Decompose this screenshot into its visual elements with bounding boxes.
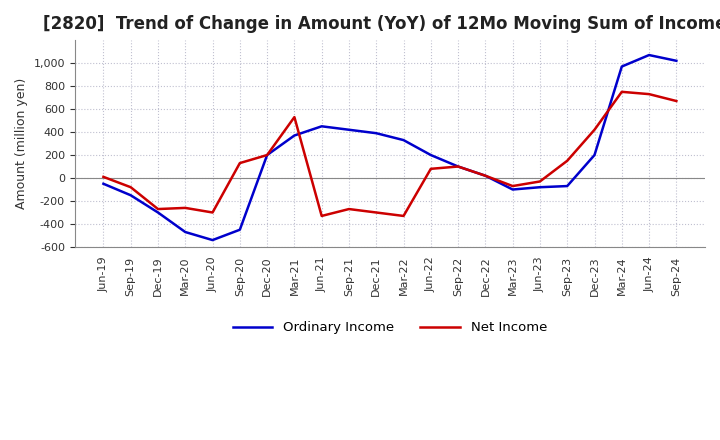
Net Income — [481, 173, 490, 178]
Net Income — [290, 114, 299, 120]
Ordinary Income — [235, 227, 244, 232]
Ordinary Income — [426, 152, 435, 158]
Net Income — [672, 99, 680, 104]
Net Income — [153, 206, 162, 212]
Net Income — [99, 174, 108, 180]
Net Income — [372, 210, 381, 215]
Net Income — [263, 152, 271, 158]
Ordinary Income — [536, 184, 544, 190]
Net Income — [508, 183, 517, 189]
Net Income — [318, 213, 326, 219]
Net Income — [563, 158, 572, 163]
Title: [2820]  Trend of Change in Amount (YoY) of 12Mo Moving Sum of Incomes: [2820] Trend of Change in Amount (YoY) o… — [43, 15, 720, 33]
Line: Ordinary Income: Ordinary Income — [104, 55, 676, 240]
Ordinary Income — [153, 210, 162, 215]
Net Income — [426, 166, 435, 172]
Ordinary Income — [127, 193, 135, 198]
Ordinary Income — [263, 152, 271, 158]
Ordinary Income — [99, 181, 108, 187]
Ordinary Income — [372, 131, 381, 136]
Legend: Ordinary Income, Net Income: Ordinary Income, Net Income — [228, 316, 552, 340]
Ordinary Income — [563, 183, 572, 189]
Ordinary Income — [290, 133, 299, 138]
Ordinary Income — [181, 229, 189, 235]
Net Income — [235, 161, 244, 166]
Ordinary Income — [644, 52, 653, 58]
Ordinary Income — [318, 124, 326, 129]
Ordinary Income — [399, 137, 408, 143]
Net Income — [181, 205, 189, 210]
Ordinary Income — [481, 173, 490, 178]
Net Income — [399, 213, 408, 219]
Ordinary Income — [590, 152, 599, 158]
Net Income — [536, 179, 544, 184]
Ordinary Income — [208, 238, 217, 243]
Ordinary Income — [672, 58, 680, 63]
Net Income — [345, 206, 354, 212]
Net Income — [208, 210, 217, 215]
Net Income — [618, 89, 626, 95]
Ordinary Income — [618, 64, 626, 69]
Net Income — [644, 92, 653, 97]
Net Income — [590, 127, 599, 132]
Ordinary Income — [454, 164, 462, 169]
Net Income — [454, 164, 462, 169]
Ordinary Income — [508, 187, 517, 192]
Y-axis label: Amount (million yen): Amount (million yen) — [15, 78, 28, 209]
Line: Net Income: Net Income — [104, 92, 676, 216]
Net Income — [127, 184, 135, 190]
Ordinary Income — [345, 127, 354, 132]
